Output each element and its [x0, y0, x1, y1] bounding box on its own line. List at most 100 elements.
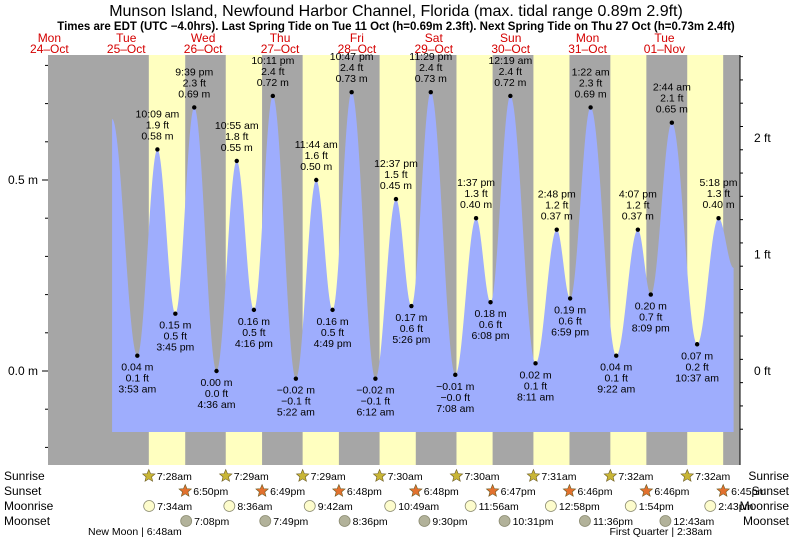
chart-subtitle: Times are EDT (UTC −4.0hrs). Last Spring… [57, 21, 735, 33]
tide-label-text: 1:22 am [572, 66, 610, 78]
low-tide-label: −0.01 m−0.0 ft7:08 am [436, 381, 474, 415]
tide-label-text: −0.01 m [436, 381, 474, 393]
high-tide-label: 11:44 am1.6 ft0.50 m [295, 139, 338, 173]
tide-label-text: 0.58 m [141, 130, 173, 142]
tide-label-text: 1.5 ft [384, 169, 407, 181]
tide-label-text: 5:22 am [277, 407, 315, 419]
tide-label-text: 0.72 m [494, 77, 526, 89]
sunrise-icon [603, 468, 618, 482]
event-time-label: 6:50pm [193, 486, 228, 498]
event-time-label: 10:31pm [513, 516, 554, 528]
tide-label-text: 5:26 pm [392, 334, 430, 346]
tide-label-text: 1.3 ft [464, 188, 487, 200]
tide-point [488, 300, 493, 305]
sunset-icon [639, 483, 654, 497]
high-tide-label: 10:47 pm2.4 ft0.73 m [330, 51, 374, 85]
low-tide-label: −0.02 m−0.1 ft5:22 am [277, 385, 315, 419]
tide-label-text: 2:44 am [653, 82, 691, 94]
tide-point [428, 89, 433, 95]
tide-point [155, 147, 160, 152]
tide-label-text: 0.1 ft [605, 373, 628, 385]
low-tide-label: 0.15 m0.5 ft3:45 pm [156, 320, 194, 354]
tide-label-text: 1.3 ft [707, 188, 730, 200]
tide-label-text: 0.37 m [541, 211, 573, 223]
tide-label-text: 0.18 m [474, 308, 506, 320]
high-tide-label: 2:48 pm1.2 ft0.37 m [538, 189, 576, 223]
day-date-label: 24–Oct [30, 42, 69, 56]
high-tide-label: 10:11 pm2.4 ft0.72 m [251, 55, 294, 89]
right-axis-label: 2 ft [754, 131, 771, 145]
tide-label-text: 12:37 pm [374, 158, 418, 170]
event-row-label: Sunset [752, 484, 790, 498]
tide-label-text: 12:19 am [488, 55, 532, 67]
left-axis-label: 0.5 m [8, 173, 38, 187]
moon-phase-label: First Quarter | 2:38am [609, 526, 712, 538]
moonset-icon [259, 515, 272, 527]
tide-label-text: 2.3 ft [183, 77, 206, 89]
tide-point [135, 353, 140, 358]
low-tide-label: 0.16 m0.5 ft4:49 pm [314, 316, 352, 350]
tide-label-text: 0.72 m [257, 77, 289, 89]
high-tide-label: 10:55 am1.8 ft0.55 m [215, 120, 259, 154]
moon-phase-label: New Moon | 6:48am [88, 526, 182, 538]
right-axis-label: 1 ft [754, 248, 771, 262]
event-time-label: 10:49am [398, 501, 439, 513]
tide-label-text: 0.16 m [238, 316, 270, 328]
moonset-icon [498, 515, 511, 527]
day-name-label: Mon [576, 31, 599, 45]
tide-point [314, 177, 319, 183]
high-tide-label: 9:39 pm2.3 ft0.69 m [175, 66, 213, 100]
moonrise-icon [384, 500, 397, 512]
tide-label-text: 0.5 ft [321, 327, 344, 339]
tide-label-text: 0.65 m [656, 104, 688, 116]
tide-label-text: 3:45 pm [156, 342, 194, 354]
tide-label-text: 1.8 ft [225, 131, 248, 143]
sunset-icon [716, 483, 731, 497]
tide-label-text: 0.20 m [635, 301, 667, 313]
sunset-icon [408, 483, 423, 497]
sunrise-icon [295, 468, 310, 482]
tide-label-text: 2.4 ft [499, 66, 522, 78]
moonrise-icon [704, 500, 717, 512]
low-tide-label: 0.18 m0.6 ft6:08 pm [472, 308, 510, 342]
tide-label-text: 7:08 am [436, 403, 474, 415]
high-tide-label: 10:09 am1.9 ft0.58 m [136, 108, 180, 142]
low-tide-label: −0.02 m−0.1 ft6:12 am [356, 385, 394, 419]
tide-label-text: 2.4 ft [261, 66, 284, 78]
moonset-icon [338, 515, 351, 527]
tide-label-text: 0.1 ft [126, 373, 149, 385]
event-row-label: Sunrise [4, 469, 45, 483]
event-row-label: Moonrise [740, 499, 790, 513]
event-time-label: 7:49pm [273, 516, 308, 528]
event-time-label: 6:48pm [424, 486, 459, 498]
tide-label-text: 0.5 ft [164, 331, 187, 343]
event-time-label: 7:31am [541, 471, 576, 483]
event-time-label: 9:42am [318, 501, 353, 513]
tide-label-text: 0.40 m [460, 199, 492, 211]
tide-point [614, 353, 619, 358]
tide-label-text: 0.7 ft [639, 312, 662, 324]
tide-point [349, 89, 354, 95]
tide-point [669, 120, 675, 125]
event-time-label: 7:32am [695, 471, 730, 483]
day-name-label: Sun [500, 31, 521, 45]
sunrise-icon [372, 468, 387, 482]
tide-label-text: 0.69 m [575, 88, 607, 100]
event-time-label: 8:36pm [353, 516, 388, 528]
tide-label-text: 0.45 m [380, 180, 412, 192]
event-time-label: 8:36am [237, 501, 272, 513]
day-name-label: Fri [350, 31, 364, 45]
tide-point [694, 342, 700, 347]
day-date-label: 30–Oct [491, 42, 530, 56]
tide-label-text: 0.55 m [221, 142, 253, 154]
tide-point [473, 216, 479, 221]
tide-label-text: 11:44 am [295, 139, 338, 151]
event-row-label: Moonset [743, 514, 790, 528]
tide-label-text: 8:11 am [517, 391, 554, 403]
event-time-label: 11:36pm [593, 516, 633, 528]
event-time-label: 11:56am [479, 501, 519, 513]
sunrise-icon [218, 468, 233, 482]
sunrise-icon [526, 468, 541, 482]
tide-label-text: 0.73 m [336, 73, 368, 85]
